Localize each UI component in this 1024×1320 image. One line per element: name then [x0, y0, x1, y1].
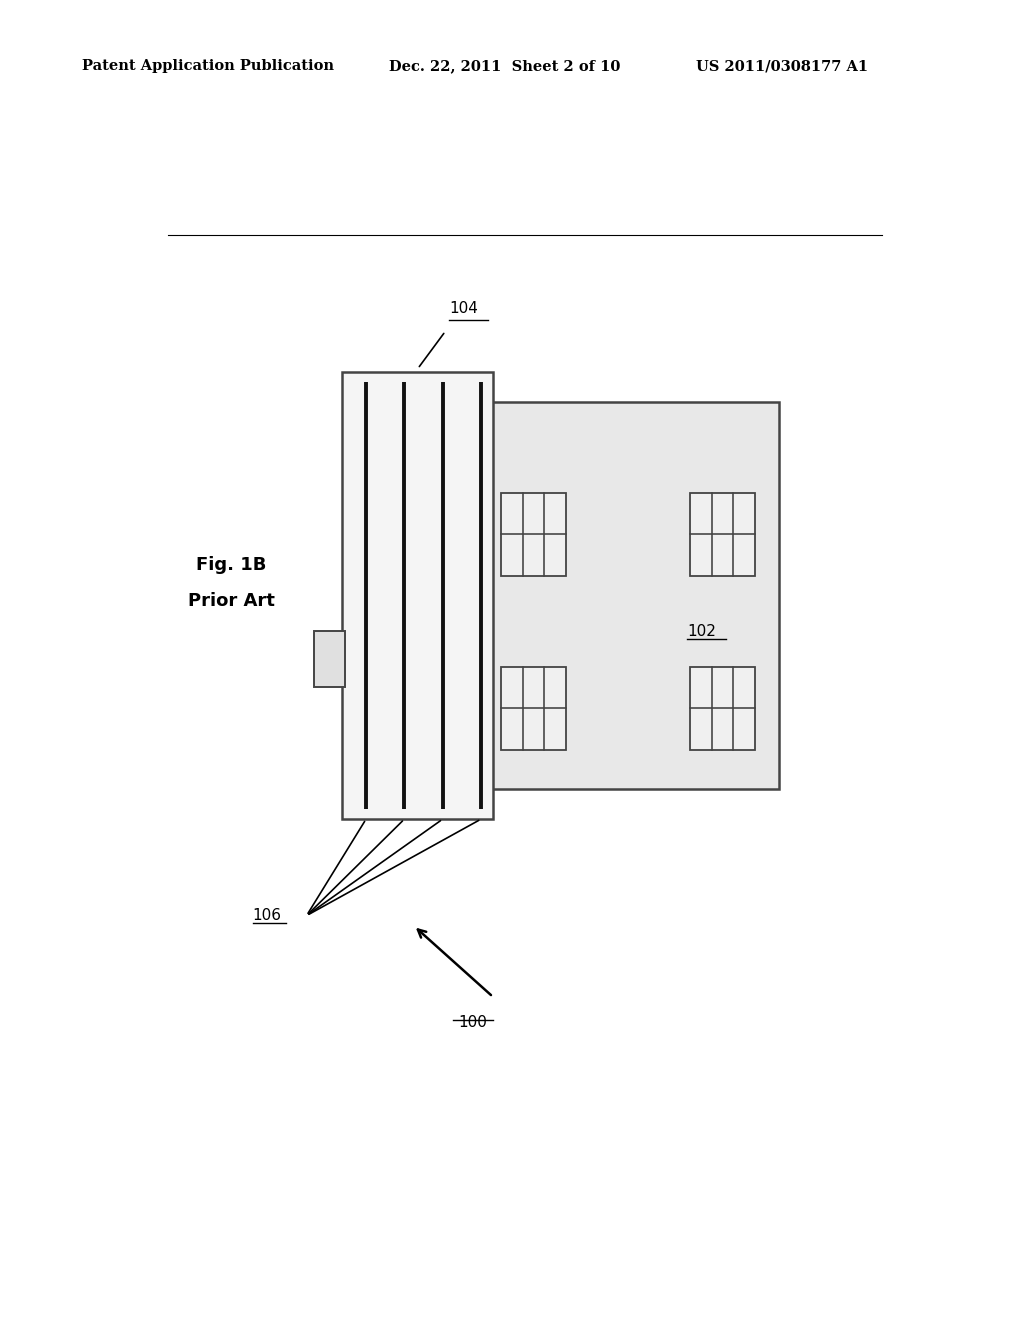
Bar [477, 403, 779, 788]
Bar [342, 372, 494, 818]
Text: Dec. 22, 2011  Sheet 2 of 10: Dec. 22, 2011 Sheet 2 of 10 [389, 59, 621, 74]
Text: Patent Application Publication: Patent Application Publication [82, 59, 334, 74]
Bar [314, 631, 345, 686]
Text: Prior Art: Prior Art [187, 591, 274, 610]
Text: 104: 104 [450, 301, 478, 315]
Text: US 2011/0308177 A1: US 2011/0308177 A1 [696, 59, 868, 74]
Bar [501, 492, 566, 576]
Text: Fig. 1B: Fig. 1B [196, 556, 266, 574]
Text: 106: 106 [253, 908, 282, 923]
Text: 102: 102 [687, 623, 717, 639]
Text: 100: 100 [459, 1015, 487, 1030]
Bar [501, 667, 566, 750]
Bar [690, 492, 755, 576]
Bar [690, 667, 755, 750]
